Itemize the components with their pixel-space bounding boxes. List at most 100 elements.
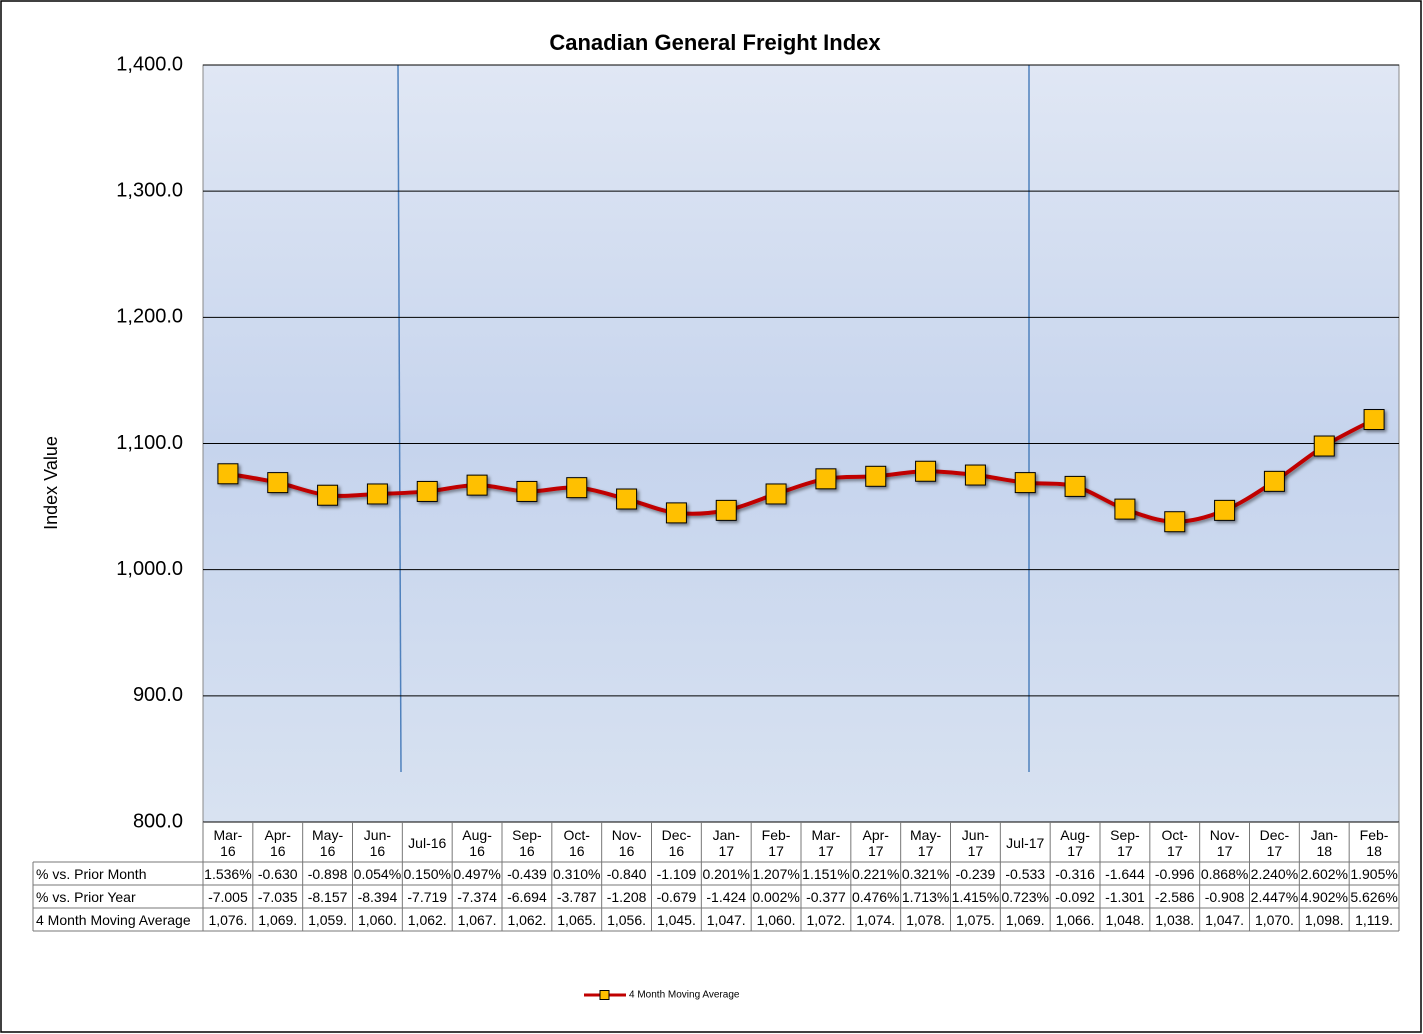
table-cell: -0.898 (307, 865, 348, 882)
x-tick-label: Sep-16 (512, 827, 542, 859)
table-cell: -7.035 (257, 888, 298, 905)
table-cell: 1,048. (1105, 911, 1145, 928)
marker (1164, 511, 1186, 533)
x-tick-label: Mar-17 (811, 827, 841, 859)
x-tick-label: Aug-16 (462, 827, 492, 859)
x-tick-label: Jun-16 (363, 827, 392, 859)
table-cell: -0.377 (806, 888, 846, 905)
marker (217, 463, 239, 485)
table-cell: -0.679 (656, 888, 697, 905)
table-cell: 1,065. (557, 911, 597, 928)
table-cell: 1,067. (457, 911, 497, 928)
table-cell: 2.240% (1250, 865, 1299, 882)
x-tick-label: Apr-16 (264, 827, 291, 859)
table-cell: -8.394 (357, 888, 398, 905)
table-cell: 1.151% (802, 865, 850, 882)
x-tick-label: Feb-17 (761, 827, 791, 859)
x-tick-label: Oct-17 (1161, 827, 1188, 859)
table-cell: 1.415% (951, 888, 1000, 905)
marker (1064, 475, 1086, 497)
x-tick-label: Aug-17 (1060, 827, 1090, 859)
table-cell: -0.533 (1005, 865, 1046, 882)
table-cell: -0.092 (1055, 888, 1095, 905)
x-tick-label: Jun-17 (961, 827, 990, 859)
y-tick-label: 1,100.0 (116, 432, 183, 454)
table-cell: 0.054% (353, 865, 402, 882)
table-cell: -0.239 (955, 865, 996, 882)
x-tick-label: Feb-18 (1359, 827, 1389, 859)
table-cell: -0.908 (1204, 888, 1245, 905)
divider-line (397, 64, 402, 773)
table-cell: 0.476% (852, 888, 900, 905)
table-cell: 1,078. (906, 911, 946, 928)
x-tick-label: Dec-16 (661, 827, 692, 859)
x-tick-label: Apr-17 (862, 827, 889, 859)
y-tick-label: 1,000.0 (116, 558, 183, 580)
marker (815, 468, 837, 490)
table-cell: 1.905% (1350, 865, 1398, 882)
table-cell: 1,098. (1304, 911, 1344, 928)
table-cell: 1,038. (1155, 911, 1195, 928)
marker (1263, 470, 1285, 492)
table-cell: -0.316 (1055, 865, 1095, 882)
table-cell: 1,069. (258, 911, 298, 928)
x-tick-label: Jan-18 (1310, 827, 1338, 859)
table-cell: 1,062. (507, 911, 547, 928)
table-cell: 0.002% (752, 888, 800, 905)
table-cell: -0.630 (257, 865, 298, 882)
table-cell: -1.301 (1105, 888, 1145, 905)
table-cell: 1,070. (1254, 911, 1294, 928)
table-cell: 1,119. (1355, 911, 1394, 928)
table-cell: -0.996 (1154, 865, 1195, 882)
table-cell: -1.644 (1105, 865, 1145, 882)
marker (267, 472, 289, 494)
table-cell: 0.150% (403, 865, 451, 882)
x-tick-label: Jan-17 (712, 827, 740, 859)
table-cell: 1,047. (1205, 911, 1245, 928)
table-cell: 2.447% (1250, 888, 1299, 905)
table-cell: 1.713% (901, 888, 950, 905)
table-cell: -1.208 (606, 888, 647, 905)
table-cell: -7.374 (457, 888, 497, 905)
row-label: 4 Month Moving Average (36, 911, 191, 928)
table-cell: -0.439 (507, 865, 547, 882)
table-cell: -8.157 (307, 888, 348, 905)
x-tick-label: Sep-17 (1110, 827, 1140, 859)
table-cell: 1.207% (752, 865, 800, 882)
marker (566, 477, 588, 499)
x-tick-label: Jul-16 (408, 835, 447, 851)
y-tick-label: 1,400.0 (116, 53, 183, 75)
marker (915, 460, 937, 482)
marker (466, 474, 488, 496)
marker (366, 483, 388, 505)
table-cell: 0.868% (1200, 865, 1249, 882)
y-tick-label: 800.0 (133, 810, 183, 832)
table-cell: 0.497% (453, 865, 501, 882)
marker (1363, 409, 1385, 431)
legend-label: 4 Month Moving Average (629, 990, 740, 1001)
table-cell: -7.719 (407, 888, 448, 905)
table-cell: 1,062. (407, 911, 447, 928)
marker (1114, 498, 1136, 520)
x-tick-label: Mar-16 (213, 827, 243, 859)
marker (516, 480, 538, 502)
table-cell: 1,069. (1005, 911, 1045, 928)
marker (1214, 499, 1236, 521)
table-cell: 1,060. (756, 911, 796, 928)
table-cell: -7.005 (208, 888, 248, 905)
y-tick-label: 900.0 (133, 684, 183, 706)
row-label: % vs. Prior Year (36, 888, 136, 905)
table-cell: 1,076. (208, 911, 248, 928)
table-cell: -2.586 (1154, 888, 1195, 905)
x-tick-label: Oct-16 (563, 827, 590, 859)
table-cell: 1,060. (357, 911, 397, 928)
x-tick-label: Nov-17 (1209, 827, 1240, 859)
marker (865, 465, 887, 487)
table-cell: 1,075. (955, 911, 995, 928)
table-cell: 1,072. (806, 911, 846, 928)
x-tick-label: Jul-17 (1006, 835, 1045, 851)
table-cell: 4.902% (1300, 888, 1348, 905)
marker (317, 484, 339, 506)
table-cell: -0.840 (606, 865, 647, 882)
